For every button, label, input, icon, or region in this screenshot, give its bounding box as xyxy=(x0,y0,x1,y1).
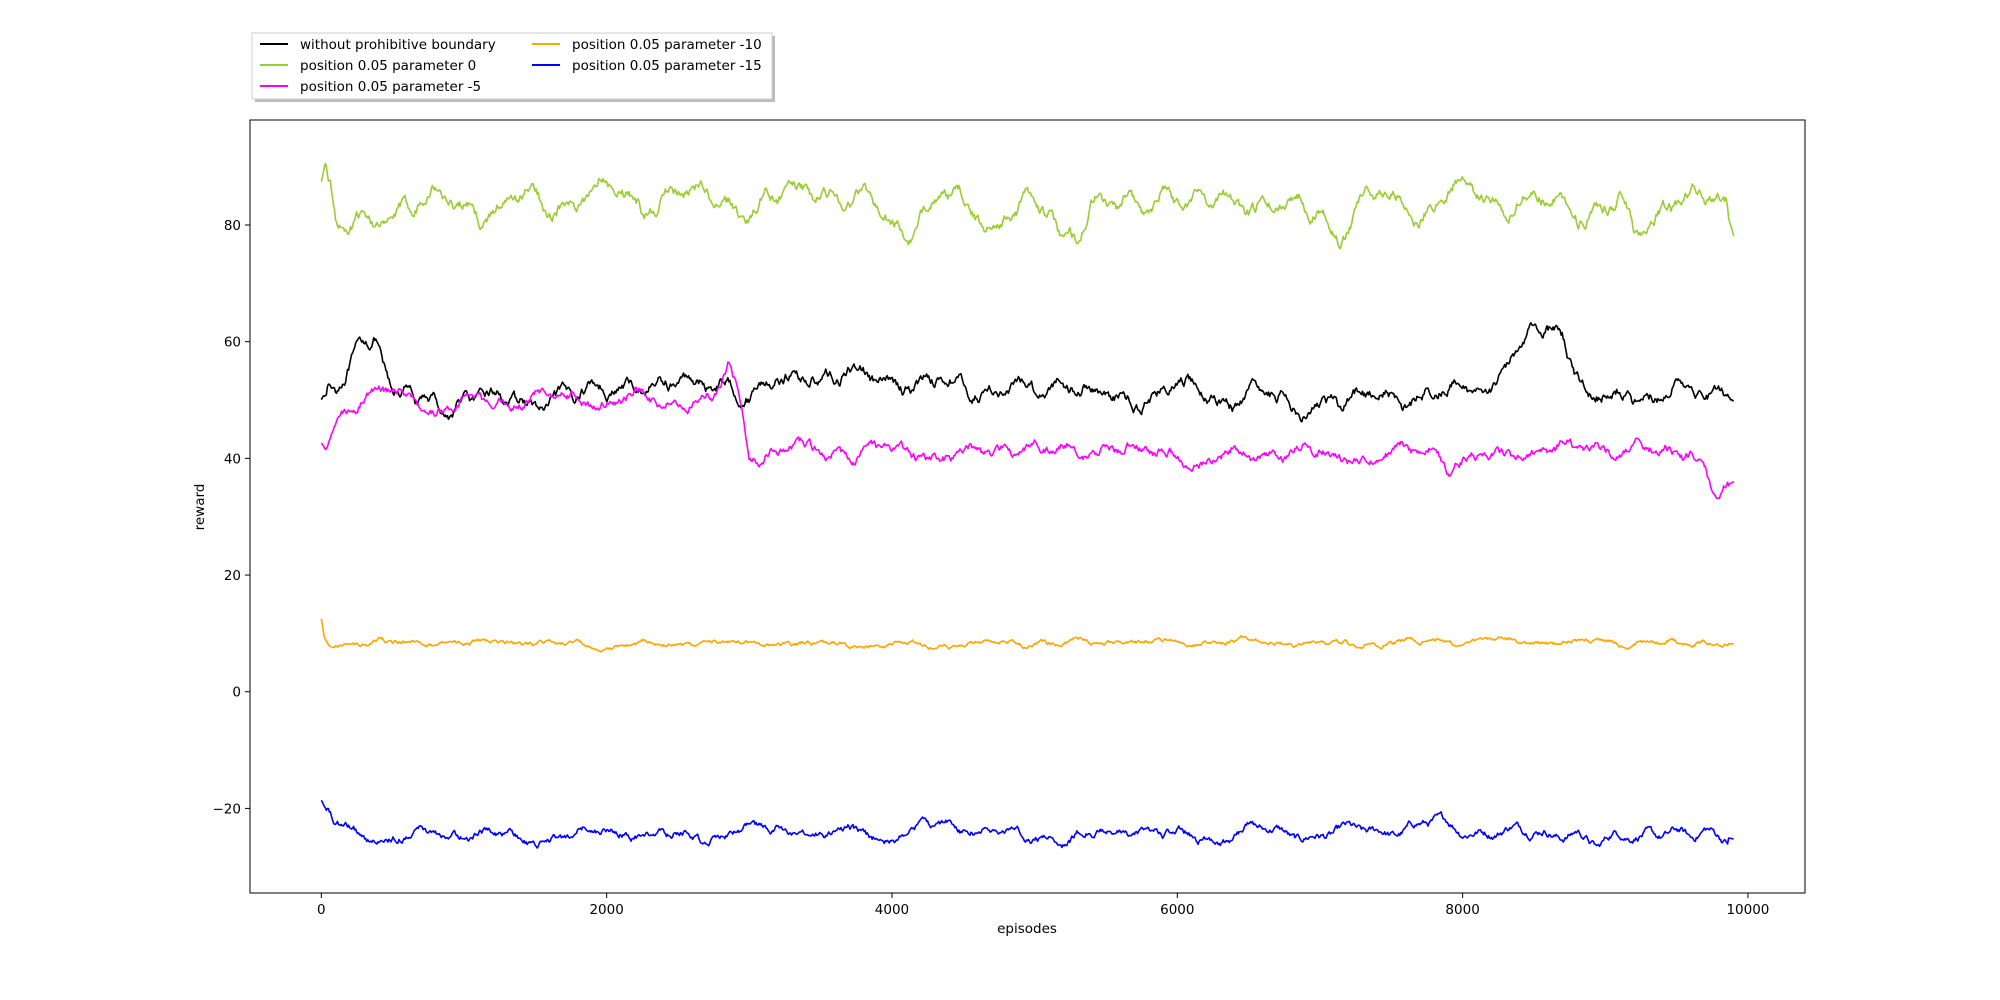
legend-box xyxy=(251,32,773,100)
y-tick-label: 40 xyxy=(224,451,241,467)
y-tick-label: 80 xyxy=(224,218,241,234)
x-tick-label: 0 xyxy=(317,902,326,918)
legend-label-3: position 0.05 parameter -10 xyxy=(572,37,762,53)
y-axis-title: reward xyxy=(192,484,208,531)
x-tick-label: 8000 xyxy=(1445,902,1479,918)
y-tick-label: 0 xyxy=(232,685,241,701)
series-line-4 xyxy=(320,799,1734,849)
x-tick-label: 4000 xyxy=(875,902,909,918)
series-line-2 xyxy=(320,361,1735,500)
x-tick-label: 6000 xyxy=(1160,902,1194,918)
legend-label-1: position 0.05 parameter 0 xyxy=(300,58,476,74)
legend-label-4: position 0.05 parameter -15 xyxy=(572,58,762,74)
x-tick-label: 10000 xyxy=(1726,902,1769,918)
series-layer xyxy=(320,162,1735,849)
series-line-3 xyxy=(320,618,1734,653)
y-tick-label: 60 xyxy=(224,335,241,351)
legend: without prohibitive boundary position 0.0… xyxy=(251,32,775,102)
plot-area xyxy=(249,119,1806,894)
x-axis-ticks: 0 2000 4000 6000 8000 10000 xyxy=(317,893,1769,918)
series-line-0 xyxy=(320,322,1735,423)
plot-frame xyxy=(249,119,1806,894)
y-axis-ticks: −20 0 20 40 60 80 xyxy=(213,218,250,817)
y-tick-label: −20 xyxy=(213,801,242,817)
x-tick-label: 2000 xyxy=(589,902,623,918)
x-axis-title: episodes xyxy=(997,921,1057,937)
y-tick-label: 20 xyxy=(224,568,241,584)
legend-label-0: without prohibitive boundary xyxy=(300,37,496,53)
series-line-1 xyxy=(320,162,1735,250)
legend-label-2: position 0.05 parameter -5 xyxy=(300,79,481,95)
